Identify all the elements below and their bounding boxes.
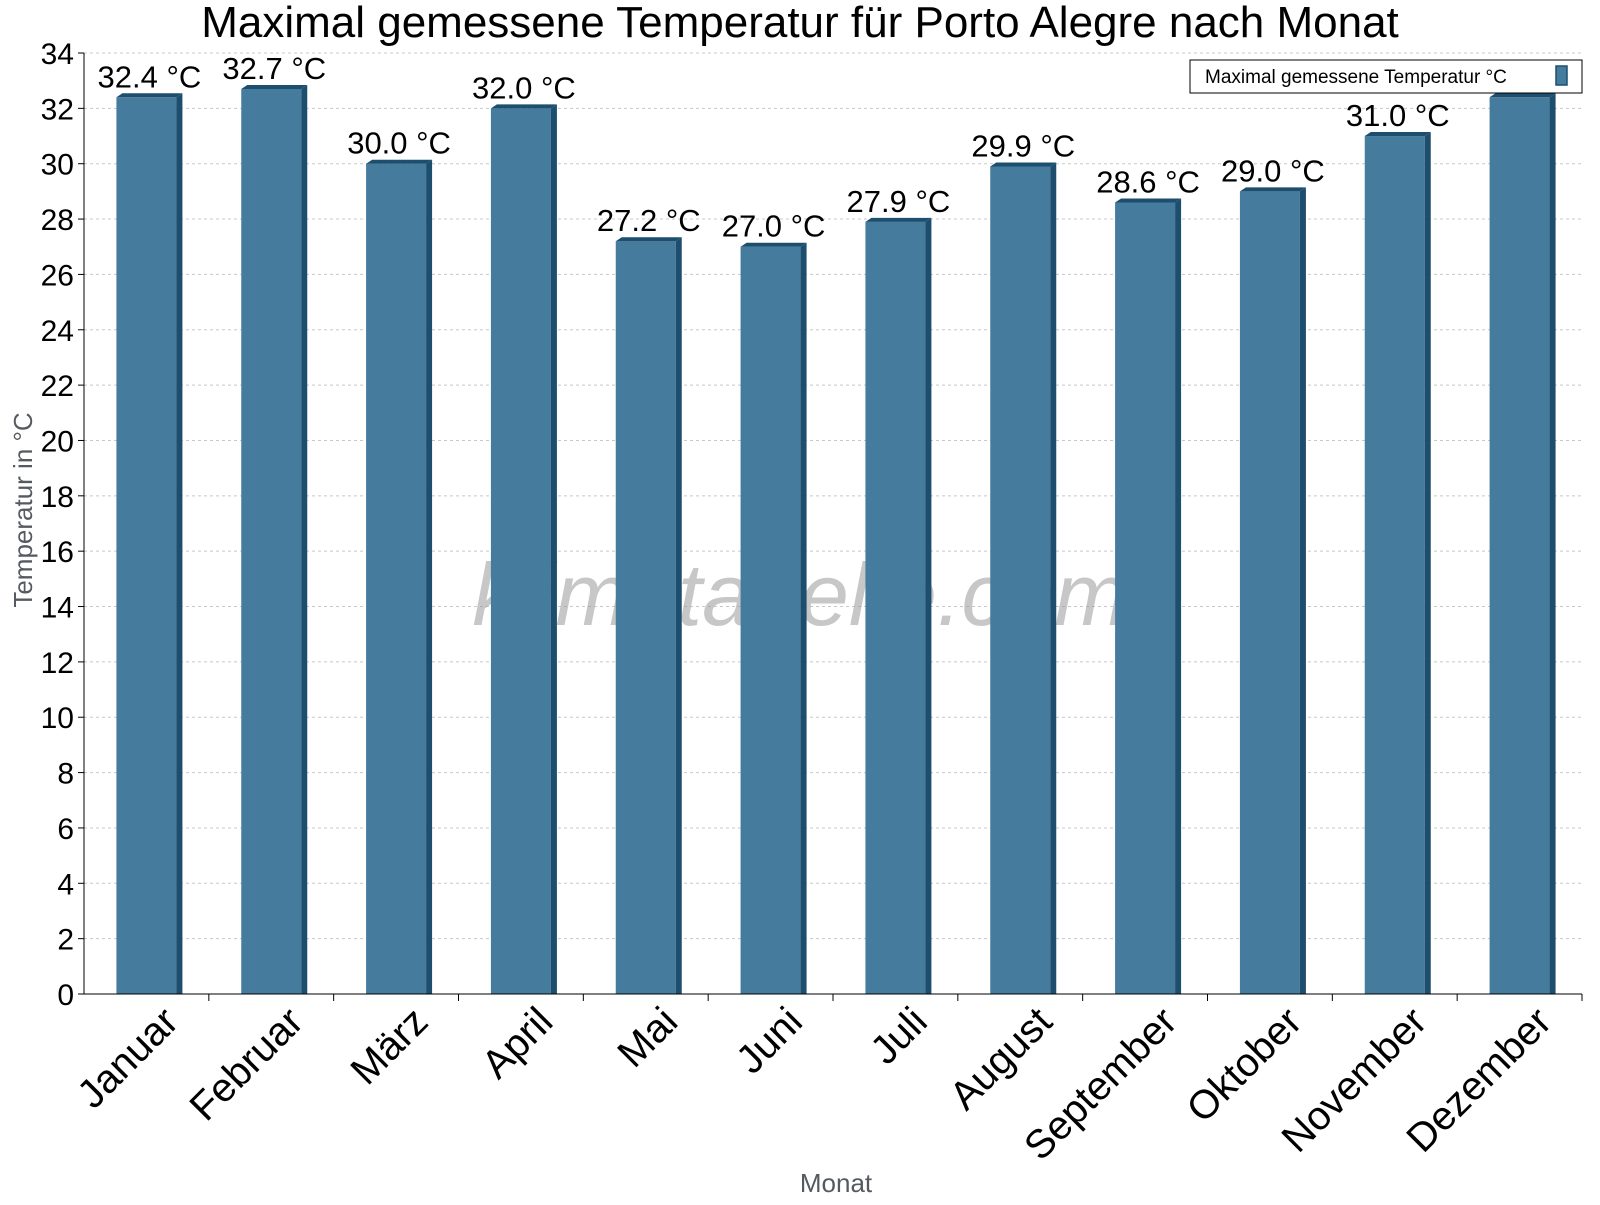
- bar-side: [1549, 93, 1556, 995]
- data-label: 30.0 °C: [347, 126, 451, 161]
- y-tick-label: 16: [41, 536, 74, 569]
- x-axis-label: Monat: [800, 1168, 873, 1198]
- bar-top: [366, 159, 433, 164]
- x-tick-label: Januar: [69, 999, 187, 1117]
- bar: [241, 88, 302, 994]
- x-tick-label: März: [342, 999, 436, 1093]
- bar-side: [800, 242, 807, 994]
- bar-side: [301, 84, 308, 994]
- bar-side: [1050, 162, 1057, 995]
- y-tick-label: 8: [57, 758, 74, 791]
- bar: [1239, 191, 1300, 995]
- x-tick-label: April: [474, 999, 562, 1087]
- x-tick-label: Juni: [728, 999, 811, 1082]
- data-labels: 32.4 °C 32.7 °C 30.0 °C 32.0 °C 27.2 °C 27.0 …: [98, 51, 1450, 244]
- y-tick-label: 22: [41, 370, 74, 403]
- y-axis-label: Temperatur in °C: [8, 412, 38, 607]
- bar-side: [550, 104, 557, 994]
- bar-side: [1175, 198, 1182, 994]
- y-tick-label: 0: [57, 979, 74, 1012]
- bars: [116, 84, 1556, 995]
- chart-title: Maximal gemessene Temperatur für Porto A…: [201, 0, 1399, 47]
- bar-side: [1424, 132, 1431, 994]
- bar: [1115, 202, 1176, 994]
- y-tick-label: 12: [41, 647, 74, 680]
- gridlines: [84, 52, 1582, 940]
- bar-side: [426, 159, 433, 995]
- bar: [490, 108, 551, 994]
- bar-top: [990, 162, 1057, 167]
- x-tick-label: Februar: [181, 999, 311, 1129]
- data-label: 27.0 °C: [722, 209, 826, 244]
- data-label: 27.9 °C: [847, 184, 951, 219]
- legend-label: Maximal gemessene Temperatur °C: [1205, 67, 1507, 88]
- data-label: 31.0 °C: [1346, 98, 1450, 133]
- y-tick-label: 26: [41, 259, 74, 292]
- y-tick-label: 34: [41, 38, 74, 71]
- bar-top: [1364, 132, 1431, 137]
- bar-top: [1489, 93, 1556, 98]
- data-label: 32.7 °C: [222, 51, 326, 86]
- y-tick-label: 32: [41, 93, 74, 126]
- y-tick-label: 4: [57, 868, 74, 901]
- data-label: 27.2 °C: [597, 203, 701, 238]
- y-tick-label: 10: [41, 702, 74, 735]
- bar-top: [615, 237, 682, 242]
- legend-swatch: [1555, 65, 1568, 86]
- legend: Maximal gemessene Temperatur °C: [1189, 59, 1583, 94]
- bar: [1489, 97, 1550, 995]
- bar-top: [490, 104, 557, 109]
- bar-top: [740, 242, 807, 247]
- bar: [615, 241, 676, 994]
- bar-side: [925, 217, 932, 994]
- data-label: 29.9 °C: [971, 128, 1075, 163]
- y-tick-label: 14: [41, 592, 74, 625]
- bar: [865, 221, 926, 994]
- y-tick-label: 18: [41, 481, 74, 514]
- bar-side: [675, 237, 682, 994]
- bar-top: [1115, 198, 1182, 203]
- bar-side: [176, 93, 183, 995]
- y-tick-label: 30: [41, 149, 74, 182]
- y-tick-label: 6: [57, 813, 74, 846]
- data-label: 32.0 °C: [472, 70, 576, 105]
- data-label: 29.0 °C: [1221, 153, 1325, 188]
- x-tick-label: Oktober: [1179, 999, 1311, 1131]
- y-tick-label: 20: [41, 425, 74, 458]
- bar: [116, 97, 177, 995]
- bar: [1364, 136, 1425, 994]
- bar: [740, 246, 801, 994]
- y-tick-label: 28: [41, 204, 74, 237]
- bar: [990, 166, 1051, 995]
- y-tick-label: 2: [57, 924, 74, 957]
- x-tick-label: Mai: [609, 999, 686, 1076]
- x-tick-label: Juli: [862, 999, 936, 1073]
- y-tick-label: 24: [41, 315, 74, 348]
- bar-top: [116, 93, 183, 98]
- bar: [366, 163, 427, 995]
- data-label: 32.4 °C: [98, 59, 202, 94]
- x-tick-label: August: [941, 999, 1060, 1118]
- legend-box: [1189, 59, 1583, 94]
- bar-top: [241, 84, 308, 89]
- bar-side: [1299, 187, 1306, 995]
- bar-top: [1239, 187, 1306, 192]
- bar-top: [865, 217, 932, 222]
- data-label: 28.6 °C: [1096, 164, 1200, 199]
